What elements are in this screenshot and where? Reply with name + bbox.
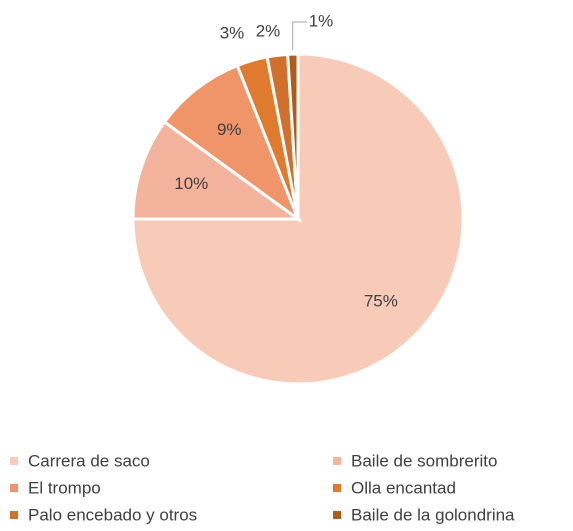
data-label: 9% bbox=[217, 120, 242, 139]
legend-swatch bbox=[333, 511, 341, 519]
data-label: 2% bbox=[256, 21, 281, 40]
legend-label: Palo encebado y otros bbox=[28, 505, 197, 524]
legend-swatch bbox=[333, 457, 341, 465]
legend-swatch bbox=[333, 484, 341, 492]
pie-slice bbox=[131, 119, 303, 221]
pie-slice bbox=[286, 52, 300, 220]
pie-slice bbox=[162, 63, 302, 224]
legend-swatch bbox=[10, 511, 18, 519]
data-label: 1% bbox=[309, 11, 334, 30]
legend-label: Carrera de saco bbox=[28, 451, 150, 470]
legend-label: Baile de sombrerito bbox=[351, 451, 497, 470]
legend-swatch bbox=[10, 457, 18, 465]
data-label: 3% bbox=[220, 23, 245, 42]
data-label: 75% bbox=[364, 291, 398, 310]
leader-line bbox=[292, 21, 307, 51]
legend-label: Olla encantad bbox=[351, 478, 456, 497]
legend-label: Baile de la golondrina bbox=[351, 505, 515, 524]
pie-slice bbox=[131, 52, 465, 386]
data-label: 10% bbox=[174, 174, 208, 193]
legend-label: El trompo bbox=[28, 478, 101, 497]
legend-swatch bbox=[10, 484, 18, 492]
